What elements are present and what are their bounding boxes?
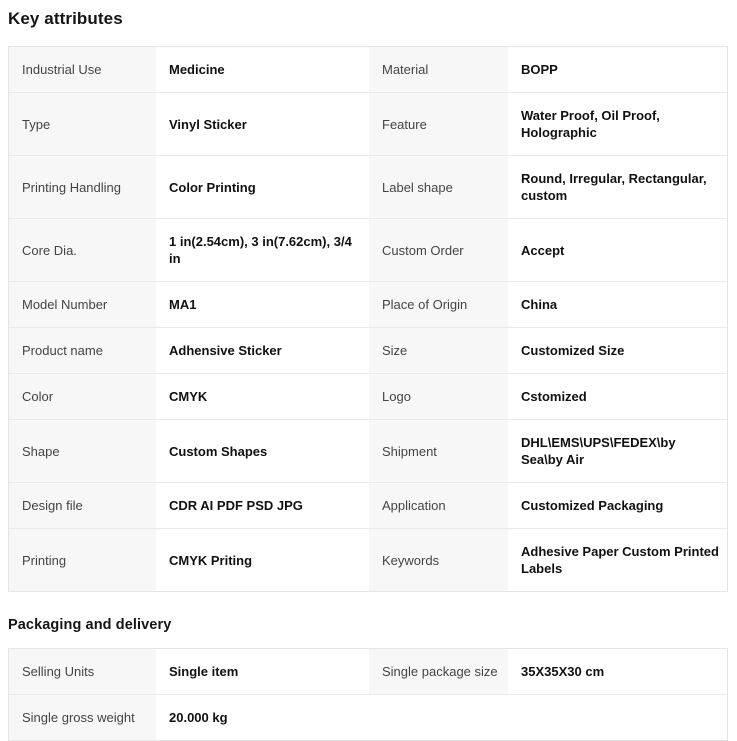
attr-label: Size	[369, 328, 508, 373]
table-row: Color CMYK Logo Cstomized	[9, 373, 727, 419]
attr-label: Label shape	[369, 156, 508, 218]
table-row: Printing Handling Color Printing Label s…	[9, 155, 727, 218]
table-row: Model Number MA1 Place of Origin China	[9, 281, 727, 327]
attr-value: Customized Packaging	[508, 483, 727, 528]
attr-value: BOPP	[508, 47, 727, 92]
table-row: Core Dia. 1 in(2.54cm), 3 in(7.62cm), 3/…	[9, 218, 727, 281]
attr-label: Custom Order	[369, 219, 508, 281]
attr-value: Accept	[508, 219, 727, 281]
packaging-delivery-title: Packaging and delivery	[8, 617, 172, 633]
table-row: Printing CMYK Priting Keywords Adhesive …	[9, 528, 727, 591]
attr-label: Core Dia.	[9, 219, 156, 281]
attr-label: Industrial Use	[9, 47, 156, 92]
attr-label: Type	[9, 93, 156, 155]
table-row: Industrial Use Medicine Material BOPP	[9, 47, 727, 92]
attr-label: Shape	[9, 420, 156, 482]
table-row: Selling Units Single item Single package…	[9, 649, 727, 694]
attr-label: Single gross weight	[9, 695, 156, 740]
attr-value: 20.000 kg	[156, 695, 369, 740]
attr-value: Adhensive Sticker	[156, 328, 369, 373]
attr-label: Material	[369, 47, 508, 92]
packaging-delivery-table: Selling Units Single item Single package…	[8, 648, 728, 741]
attr-value: CMYK Priting	[156, 529, 369, 591]
attr-label: Logo	[369, 374, 508, 419]
empty-cell	[369, 695, 508, 740]
attr-label: Design file	[9, 483, 156, 528]
attr-label: Selling Units	[9, 649, 156, 694]
attr-value: MA1	[156, 282, 369, 327]
attr-label: Single package size	[369, 649, 508, 694]
attr-label: Application	[369, 483, 508, 528]
attr-value: Water Proof, Oil Proof, Holographic	[508, 93, 727, 155]
attr-label: Product name	[9, 328, 156, 373]
attr-label: Shipment	[369, 420, 508, 482]
attr-value: DHL\EMS\UPS\FEDEX\by Sea\by Air	[508, 420, 727, 482]
attr-value: Adhesive Paper Custom Printed Labels	[508, 529, 727, 591]
attr-value: China	[508, 282, 727, 327]
attr-value: Round, Irregular, Rectangular, custom	[508, 156, 727, 218]
attr-label: Color	[9, 374, 156, 419]
table-row: Design file CDR AI PDF PSD JPG Applicati…	[9, 482, 727, 528]
attr-value: 35X35X30 cm	[508, 649, 727, 694]
table-row: Product name Adhensive Sticker Size Cust…	[9, 327, 727, 373]
table-row: Single gross weight 20.000 kg	[9, 694, 727, 740]
attr-label: Place of Origin	[369, 282, 508, 327]
attr-value: Single item	[156, 649, 369, 694]
attr-value: Customized Size	[508, 328, 727, 373]
attr-label: Printing Handling	[9, 156, 156, 218]
attr-value: Cstomized	[508, 374, 727, 419]
attr-value: 1 in(2.54cm), 3 in(7.62cm), 3/4 in	[156, 219, 369, 281]
attr-label: Feature	[369, 93, 508, 155]
attr-label: Keywords	[369, 529, 508, 591]
attr-label: Printing	[9, 529, 156, 591]
attr-value: Color Printing	[156, 156, 369, 218]
table-row: Type Vinyl Sticker Feature Water Proof, …	[9, 92, 727, 155]
key-attributes-title: Key attributes	[8, 9, 123, 28]
attr-value: Medicine	[156, 47, 369, 92]
attr-value: CDR AI PDF PSD JPG	[156, 483, 369, 528]
key-attributes-table: Industrial Use Medicine Material BOPP Ty…	[8, 46, 728, 592]
attr-value: Vinyl Sticker	[156, 93, 369, 155]
empty-cell	[508, 695, 727, 740]
attr-label: Model Number	[9, 282, 156, 327]
attr-value: Custom Shapes	[156, 420, 369, 482]
attr-value: CMYK	[156, 374, 369, 419]
table-row: Shape Custom Shapes Shipment DHL\EMS\UPS…	[9, 419, 727, 482]
